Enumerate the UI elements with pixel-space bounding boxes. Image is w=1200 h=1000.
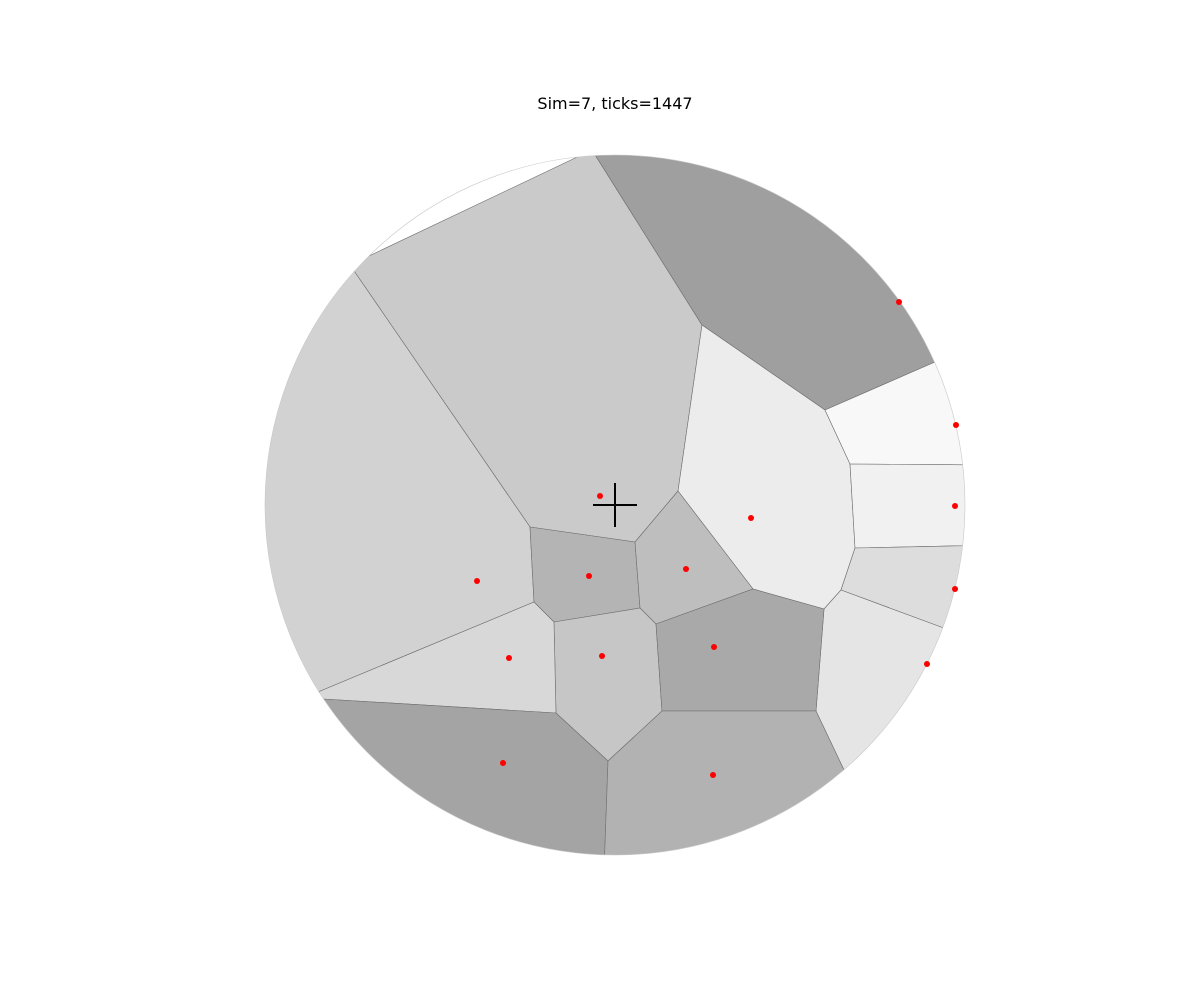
voronoi-cells [265, 155, 965, 855]
site-point [952, 586, 958, 592]
cell-edge-bottom [815, 589, 965, 855]
site-point [683, 566, 689, 572]
site-point [952, 503, 958, 509]
boundary-circle [264, 154, 966, 856]
chart-title: Sim=7, ticks=1447 [537, 94, 693, 113]
crosshair-marker [593, 483, 637, 527]
sites [474, 299, 959, 778]
cell-bottom-left [265, 691, 609, 855]
site-point [586, 573, 592, 579]
site-point [506, 655, 512, 661]
site-point [500, 760, 506, 766]
site-point [597, 493, 603, 499]
site-point [474, 578, 480, 584]
cell-bottom-right [602, 710, 965, 855]
site-point [896, 299, 902, 305]
cell-center-a [529, 526, 641, 623]
site-point [924, 661, 930, 667]
site-point [710, 772, 716, 778]
cell-edge-mid [849, 463, 965, 549]
cell-center-d [655, 588, 825, 712]
site-point [953, 422, 959, 428]
site-point [599, 653, 605, 659]
site-point [711, 644, 717, 650]
site-point [748, 515, 754, 521]
